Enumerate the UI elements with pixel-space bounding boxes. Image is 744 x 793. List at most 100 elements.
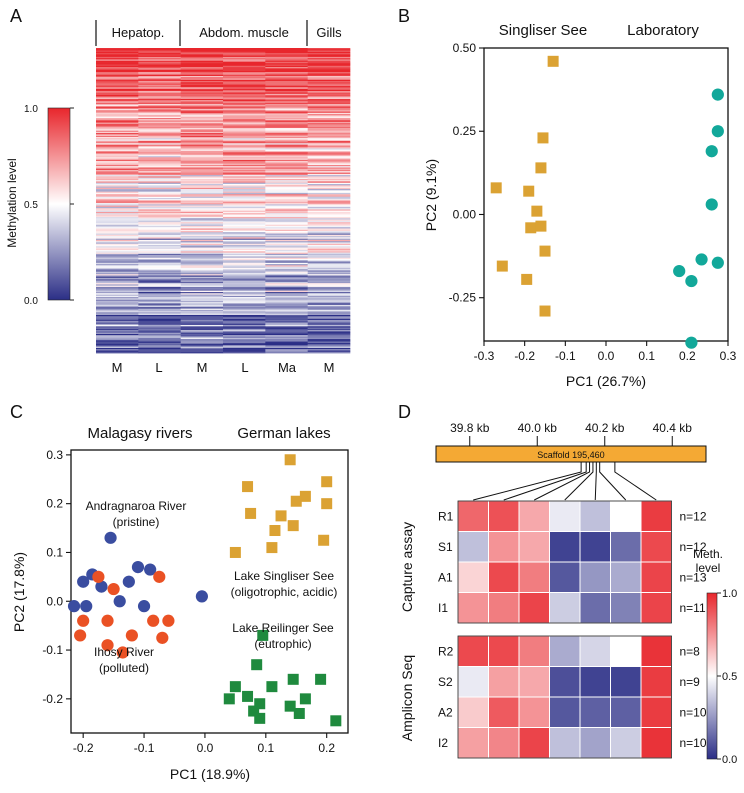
heatmap-cell: [265, 253, 308, 256]
heatmap-cell: [138, 265, 181, 267]
cpg-cell: [640, 635, 672, 667]
colorbar-d-mid: 0.5: [722, 671, 737, 683]
heatmap-cell: [180, 312, 224, 314]
heatmap-cell: [307, 298, 351, 301]
heatmap-cell: [180, 98, 224, 101]
heatmap-cell: [138, 275, 181, 278]
heatmap-cell: [96, 318, 139, 321]
heatmap-cell: [180, 112, 224, 115]
heatmap-cell: [307, 229, 351, 232]
heatmap-cell: [307, 200, 351, 203]
heatmap-cell: [265, 256, 308, 259]
heatmap-cell: [180, 318, 224, 321]
heatmap-cell: [265, 261, 308, 264]
heatmap-cell: [180, 51, 224, 54]
heatmap-cell: [180, 327, 224, 330]
heatmap-cell: [223, 68, 266, 70]
heatmap-cell: [307, 54, 351, 57]
heatmap-cell: [307, 106, 351, 109]
heatmap-cell: [138, 286, 181, 289]
heatmap-cell: [138, 328, 181, 331]
heatmap-cell: [138, 274, 181, 276]
heatmap-cell: [138, 77, 181, 79]
heatmap-cell: [223, 244, 266, 247]
heatmap-cell: [223, 72, 266, 74]
cpg-cell: [457, 592, 489, 624]
heatmap-cell: [223, 270, 266, 273]
panel-d: D 39.8 kb 40.0 kb 40.2 kb 40.4 kb Scaffold …: [398, 402, 737, 766]
heatmap-cell: [223, 82, 266, 84]
heatmap-cell: [223, 196, 266, 199]
heatmap-cell: [138, 82, 181, 84]
data-point-ihosy-river: [101, 639, 114, 652]
heatmap-cell: [96, 325, 139, 327]
heatmap-cell: [138, 288, 181, 290]
heatmap-cell: [96, 272, 139, 275]
heatmap-cell: [223, 147, 266, 149]
heatmap-cell: [138, 223, 181, 226]
heatmap-cell: [180, 280, 224, 283]
heatmap-cell: [96, 115, 139, 118]
heatmap-cell: [180, 55, 224, 58]
heatmap-cell: [96, 231, 139, 233]
cpg-cell: [640, 592, 672, 624]
sample-n-label: n=12: [680, 509, 707, 523]
heatmap-cell: [265, 110, 308, 112]
cpg-cell: [518, 561, 550, 593]
heatmap-cell: [223, 278, 266, 280]
heatmap-cell: [223, 274, 266, 276]
heatmap-cell: [138, 56, 181, 59]
heatmap-cell: [265, 205, 308, 208]
heatmap-cell: [265, 111, 308, 114]
heatmap-cell: [96, 124, 139, 126]
data-point-singliser-see: [547, 55, 559, 67]
heatmap-cell: [96, 311, 139, 313]
heatmap-cell: [307, 292, 351, 294]
heatmap-cell: [96, 64, 139, 67]
heatmap-cell: [96, 314, 139, 317]
cpg-cell: [488, 561, 520, 593]
data-point-laboratory: [695, 253, 708, 266]
heatmap-cell: [307, 283, 351, 285]
heatmap-cell: [138, 147, 181, 149]
heatmap-cell: [307, 264, 351, 266]
heatmap-cell: [307, 144, 351, 147]
cpg-cell: [579, 561, 611, 593]
heatmap-cell: [96, 84, 139, 87]
heatmap-cell: [307, 345, 351, 348]
heatmap-cell: [265, 337, 308, 340]
heatmap-cell: [180, 147, 224, 149]
heatmap-cell: [307, 209, 351, 212]
heatmap-cell: [138, 208, 181, 210]
heatmap-cell: [180, 158, 224, 161]
heatmap-cell: [138, 68, 181, 70]
heatmap-cell: [138, 345, 181, 348]
heatmap-cell: [223, 237, 266, 240]
heatmap-cell: [138, 189, 181, 191]
heatmap-cell: [265, 271, 308, 274]
x-tick-label: -0.1: [555, 349, 576, 363]
heatmap-cell: [180, 307, 224, 309]
data-point-singliser-see: [535, 162, 547, 174]
heatmap-cell: [96, 275, 139, 278]
heatmap-cell: [307, 201, 351, 204]
heatmap-cell: [223, 341, 266, 344]
heatmap-cell: [96, 270, 139, 273]
heatmap-cell: [265, 284, 308, 287]
heatmap-cell: [265, 251, 308, 253]
heatmap-cell: [307, 92, 351, 95]
heatmap-cell: [265, 95, 308, 97]
heatmap-cell: [138, 225, 181, 228]
heatmap-cell: [307, 153, 351, 156]
heatmap-cell: [307, 262, 351, 265]
heatmap-cell: [265, 119, 308, 121]
heatmap-cell: [180, 303, 224, 306]
data-point-singliser-see: [535, 220, 547, 232]
data-point-singliser-see: [539, 245, 551, 257]
heatmap-cell: [96, 312, 139, 314]
heatmap-cell: [96, 350, 139, 353]
heatmap-cell: [138, 65, 181, 68]
heatmap-cell: [265, 309, 308, 312]
heatmap-cell: [223, 51, 266, 54]
heatmap-cell: [180, 114, 224, 116]
